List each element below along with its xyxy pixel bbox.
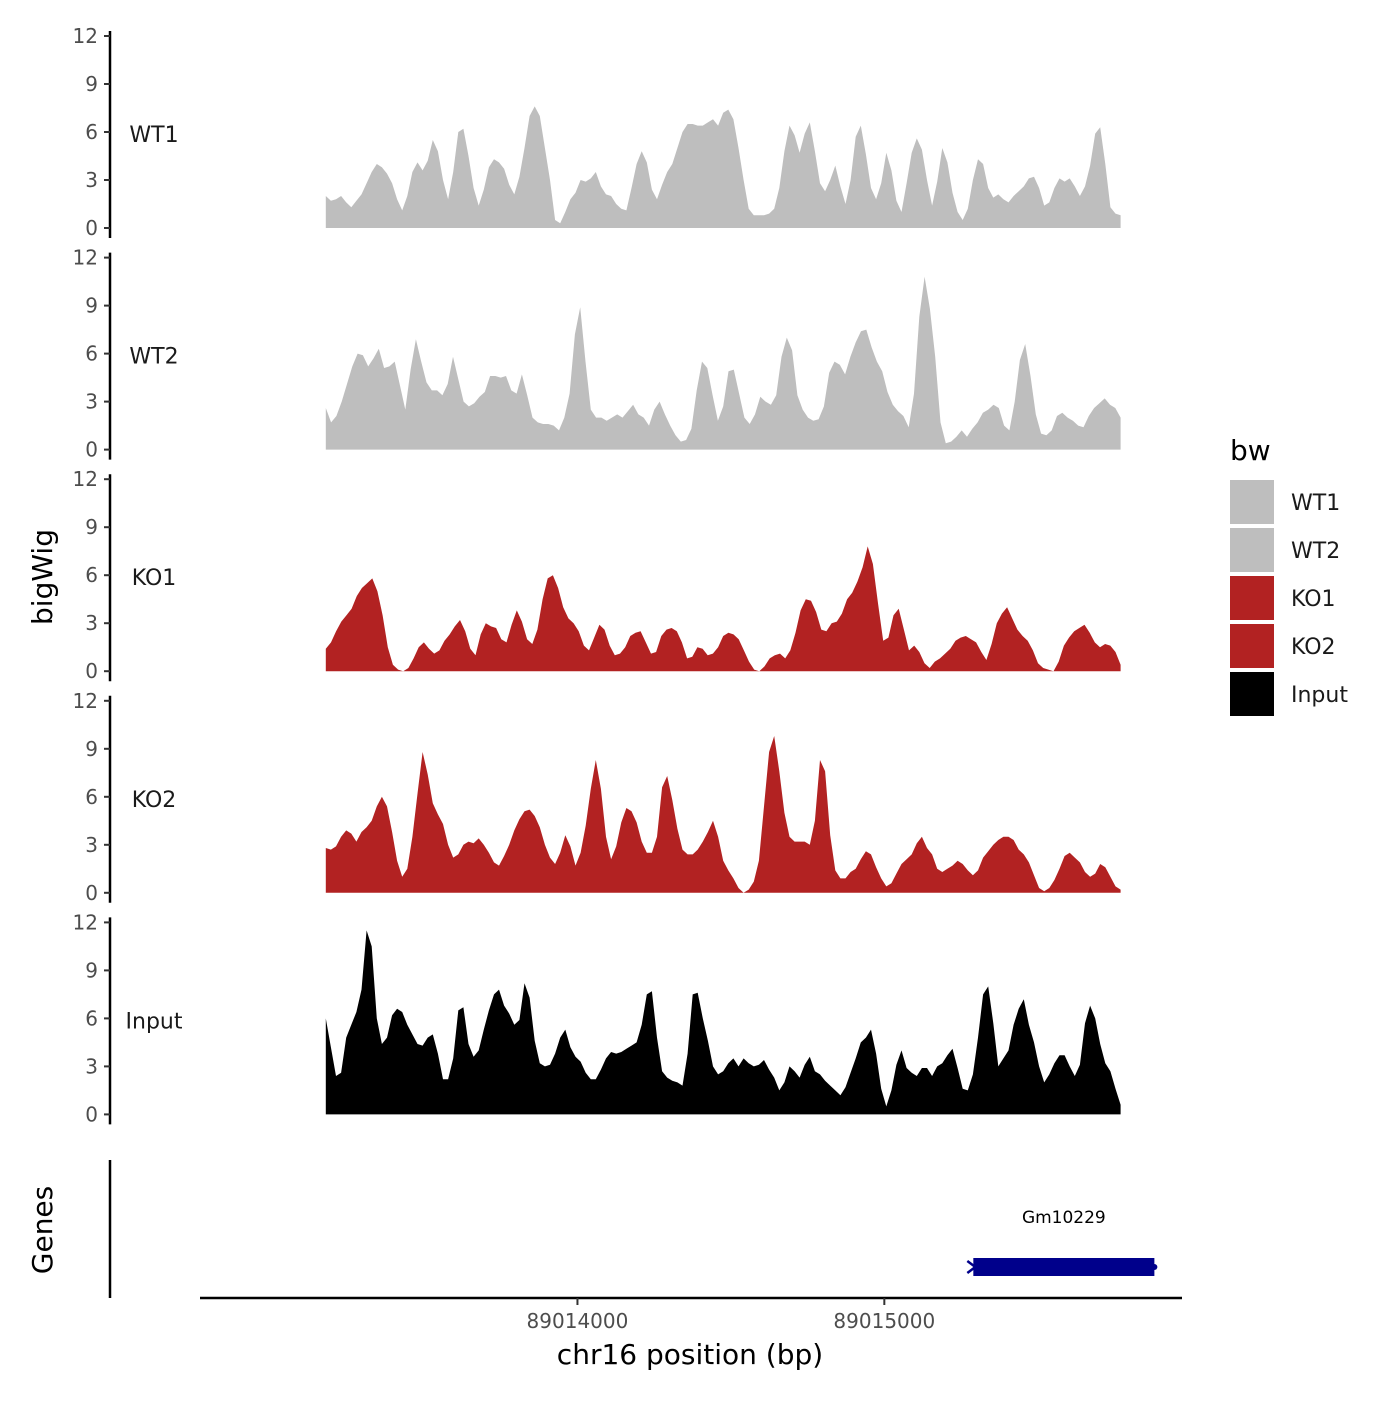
- y-tick-label: 12: [73, 467, 98, 491]
- x-axis: 89014000 89015000: [200, 1296, 1182, 1333]
- legend-swatch: [1230, 528, 1274, 572]
- track-label-wt1: WT1: [129, 123, 178, 148]
- legend-label: WT2: [1291, 539, 1340, 564]
- y-tick-label: 6: [85, 1006, 98, 1030]
- y-tick-label: 6: [85, 342, 98, 366]
- y-tick-label: 3: [85, 833, 98, 857]
- legend-item-ko2: KO2: [1230, 624, 1336, 668]
- y-tick-label: 0: [85, 438, 98, 462]
- y-tick-label: 3: [85, 168, 98, 192]
- y-tick-label: 3: [85, 390, 98, 414]
- coverage-tracks: 0 3 6 9 12 WT1 0 3 6 9 12 WT2 0 3 6 9 12 KO1 0 3 6 9 12 KO2 0 3 6 9…: [73, 24, 1121, 1126]
- gene-label: Gm10229: [1022, 1208, 1106, 1228]
- y-tick-label: 6: [85, 785, 98, 809]
- legend-swatch: [1230, 672, 1274, 716]
- y-tick-label: 0: [85, 881, 98, 905]
- legend-item-wt1: WT1: [1230, 480, 1340, 524]
- legend-label: KO2: [1291, 635, 1336, 660]
- legend-swatch: [1230, 624, 1274, 668]
- y-tick-label: 12: [73, 246, 98, 270]
- track-input: 0 3 6 9 12 Input: [73, 910, 1121, 1126]
- y-tick-label: 9: [85, 72, 98, 96]
- y-tick-label: 12: [73, 689, 98, 713]
- y-tick-label: 0: [85, 216, 98, 240]
- legend-item-wt2: WT2: [1230, 528, 1340, 572]
- track-ko2: 0 3 6 9 12 KO2: [73, 689, 1121, 905]
- legend-label: Input: [1291, 683, 1348, 708]
- track-label-input: Input: [126, 1009, 183, 1034]
- legend-swatch: [1230, 576, 1274, 620]
- y-tick-label: 3: [85, 611, 98, 635]
- y-tick-label: 0: [85, 1102, 98, 1126]
- track-ko1: 0 3 6 9 12 KO1: [73, 467, 1121, 683]
- gene-track-title: Genes: [26, 1186, 59, 1274]
- track-label-wt2: WT2: [129, 345, 178, 370]
- y-axis-title: bigWig: [26, 529, 59, 625]
- coverage-area-ko2: [325, 736, 1121, 893]
- gene-track: Gm10229: [108, 1160, 1158, 1298]
- x-axis-title: chr16 position (bp): [557, 1338, 823, 1371]
- y-tick-label: 0: [85, 659, 98, 683]
- y-tick-label: 12: [73, 24, 98, 48]
- track-label-ko1: KO1: [132, 566, 177, 591]
- gene-strand-marker: [966, 1260, 978, 1274]
- y-tick-label: 12: [73, 910, 98, 934]
- legend-item-input: Input: [1230, 672, 1348, 716]
- legend-item-ko1: KO1: [1230, 576, 1336, 620]
- gene-end-marker: [1151, 1264, 1158, 1270]
- legend-title: bw: [1230, 434, 1271, 467]
- gene-gm10229: Gm10229: [966, 1208, 1158, 1276]
- track-wt2: 0 3 6 9 12 WT2: [73, 246, 1121, 462]
- track-label-ko2: KO2: [132, 788, 177, 813]
- x-tick-label: 89014000: [527, 1309, 629, 1333]
- y-tick-label: 9: [85, 294, 98, 318]
- legend-label: KO1: [1291, 587, 1336, 612]
- legend: bw WT1 WT2 KO1 KO2 Input: [1230, 434, 1348, 716]
- track-wt1: 0 3 6 9 12 WT1: [73, 24, 1121, 240]
- coverage-area-wt2: [325, 276, 1121, 450]
- y-tick-label: 3: [85, 1054, 98, 1078]
- coverage-area-input: [325, 930, 1121, 1115]
- coverage-area-wt1: [325, 106, 1121, 228]
- coverage-area-ko1: [325, 546, 1121, 672]
- legend-label: WT1: [1291, 491, 1340, 516]
- y-tick-label: 9: [85, 958, 98, 982]
- y-tick-label: 9: [85, 737, 98, 761]
- y-tick-label: 6: [85, 563, 98, 587]
- gene-body: [973, 1258, 1155, 1276]
- y-tick-label: 9: [85, 515, 98, 539]
- y-tick-label: 6: [85, 120, 98, 144]
- legend-swatch: [1230, 480, 1274, 524]
- x-tick-label: 89015000: [833, 1309, 935, 1333]
